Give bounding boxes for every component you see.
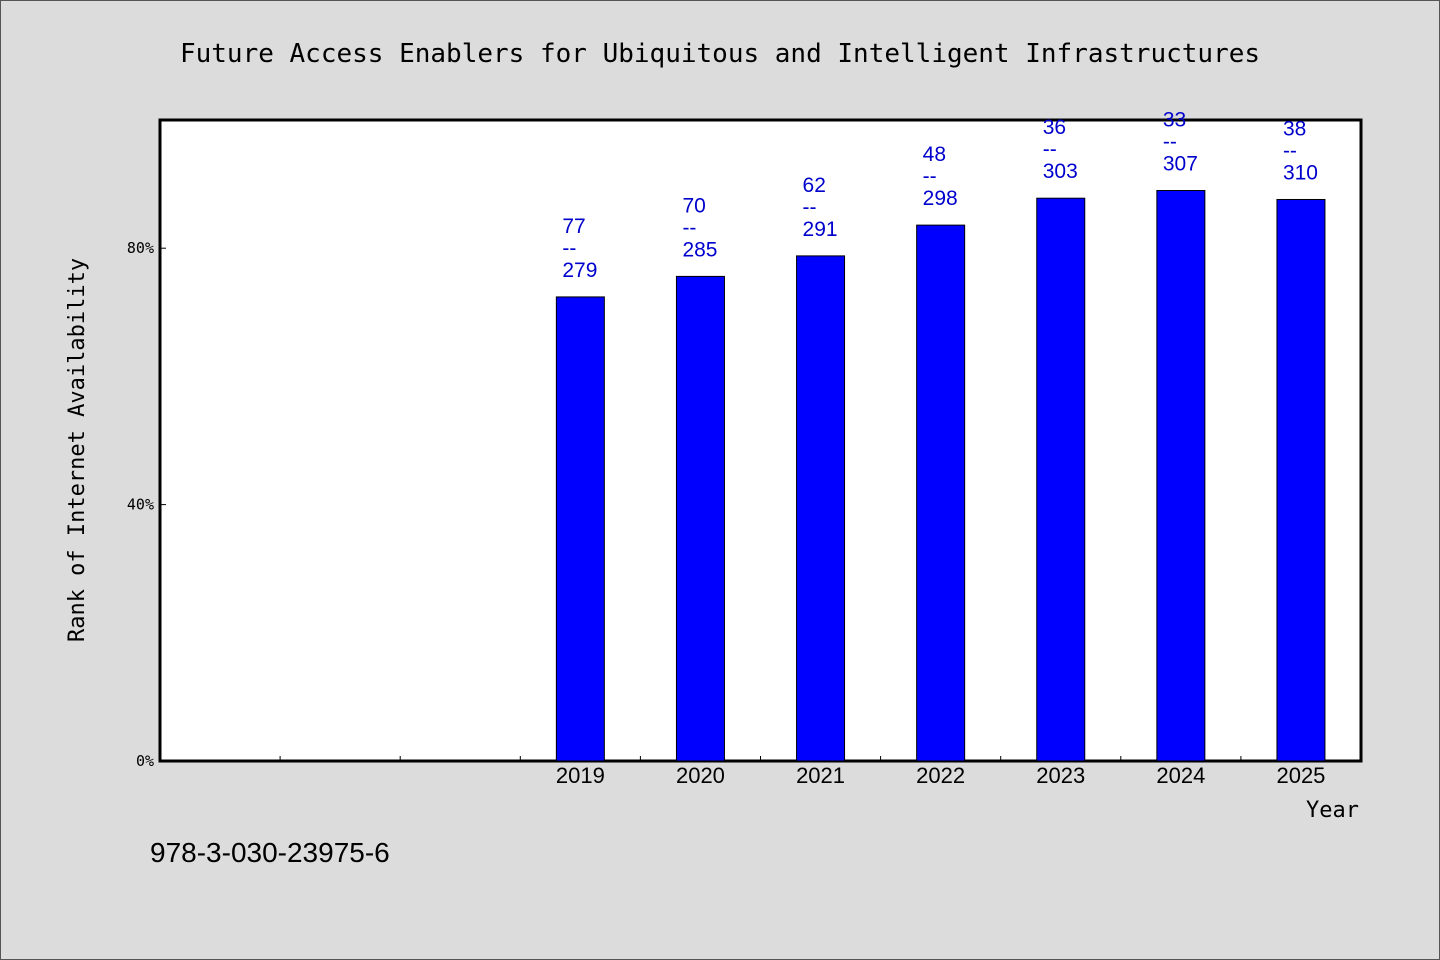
x-tick-label: 2021 bbox=[796, 763, 845, 788]
x-tick-label: 2020 bbox=[676, 763, 725, 788]
data-label-2021: -- bbox=[803, 196, 817, 219]
isbn-text: 978-3-030-23975-6 bbox=[150, 837, 390, 868]
x-tick-label: 2023 bbox=[1036, 763, 1085, 788]
y-axis-label: Rank of Internet Availability bbox=[65, 258, 90, 642]
ticks-layer: 0% 40% 80% 2019 2020 2021 2022 2023 2024 2025 bbox=[127, 239, 1326, 788]
data-label-2023: -- bbox=[1043, 138, 1057, 161]
data-label-2020: 285 bbox=[682, 238, 717, 261]
data-label-2021: 291 bbox=[803, 218, 838, 241]
bar-2022 bbox=[916, 224, 966, 762]
chart-title: Future Access Enablers for Ubiquitous an… bbox=[180, 39, 1260, 69]
labels-layer: 279--77285--70291--62298--48303--36307--… bbox=[562, 109, 1318, 282]
data-label-2021: 62 bbox=[803, 174, 826, 197]
data-label-2022: -- bbox=[923, 165, 937, 188]
bars-layer bbox=[555, 190, 1326, 762]
bar-2024 bbox=[1156, 190, 1206, 762]
x-tick-label: 2019 bbox=[556, 763, 605, 788]
x-tick-label: 2024 bbox=[1156, 763, 1205, 788]
bar-2021 bbox=[796, 255, 846, 762]
data-label-2022: 298 bbox=[923, 187, 958, 210]
data-label-2023: 303 bbox=[1043, 160, 1078, 183]
data-label-2025: 310 bbox=[1283, 161, 1318, 184]
data-label-2024: -- bbox=[1163, 131, 1177, 154]
y-tick-label: 40% bbox=[127, 496, 154, 514]
bar-2019 bbox=[555, 296, 605, 762]
data-label-2025: 38 bbox=[1283, 117, 1306, 140]
data-label-2019: 77 bbox=[562, 215, 585, 238]
bar-2023 bbox=[1036, 197, 1086, 762]
data-label-2022: 48 bbox=[923, 143, 946, 166]
bar-2025 bbox=[1276, 198, 1326, 762]
x-axis-label: Year bbox=[1306, 798, 1359, 823]
data-label-2024: 33 bbox=[1163, 109, 1186, 132]
y-tick-label: 80% bbox=[127, 239, 154, 257]
data-label-2024: 307 bbox=[1163, 153, 1198, 176]
data-label-2020: -- bbox=[682, 216, 696, 239]
x-tick-label: 2022 bbox=[916, 763, 965, 788]
data-label-2019: 279 bbox=[562, 259, 597, 282]
data-label-2019: -- bbox=[562, 237, 576, 260]
data-label-2025: -- bbox=[1283, 139, 1297, 162]
y-tick-label: 0% bbox=[136, 752, 154, 770]
bar-2020 bbox=[675, 275, 725, 762]
x-tick-label: 2025 bbox=[1276, 763, 1325, 788]
data-label-2020: 70 bbox=[682, 194, 705, 217]
data-label-2023: 36 bbox=[1043, 116, 1066, 139]
